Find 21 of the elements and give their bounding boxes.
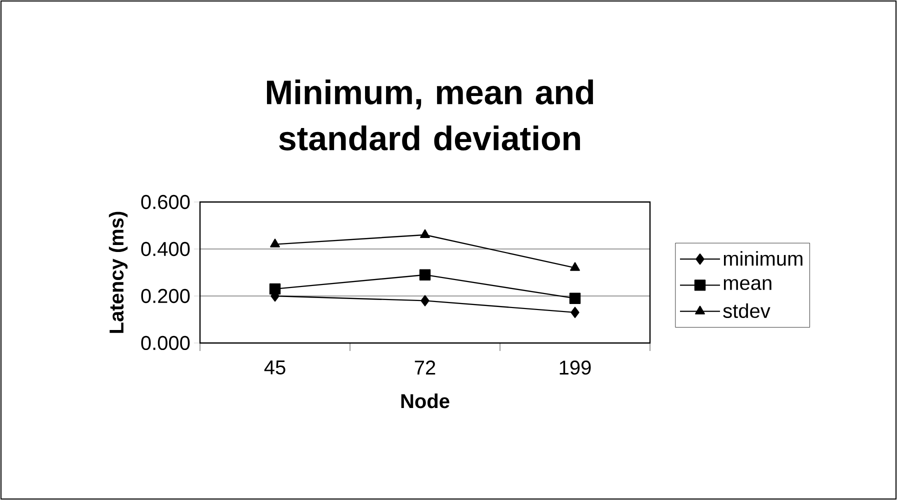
legend-label: minimum	[724, 251, 802, 266]
point	[570, 306, 580, 318]
point	[269, 283, 281, 295]
point	[420, 229, 430, 238]
point	[270, 238, 280, 248]
point	[569, 292, 581, 304]
point	[570, 262, 580, 271]
y-axis-title: Latency (ms)	[108, 212, 128, 333]
legend-label: stdev	[723, 303, 770, 318]
y-tick-label: 0.000	[141, 336, 190, 350]
chart-title: Minimum, mean and standard deviation	[266, 80, 594, 150]
y-tick-label: 0.400	[141, 242, 190, 256]
x-axis-title: Node	[401, 394, 450, 408]
y-tick-label: 0.600	[141, 194, 190, 210]
x-tick-label: 45	[264, 360, 286, 374]
legend-label: mean	[724, 279, 772, 290]
x-tick-label: 199	[560, 360, 591, 375]
point	[420, 295, 430, 306]
point	[419, 269, 431, 280]
x-tick-label: 72	[414, 360, 436, 374]
y-tick-label: 0.200	[141, 288, 190, 304]
